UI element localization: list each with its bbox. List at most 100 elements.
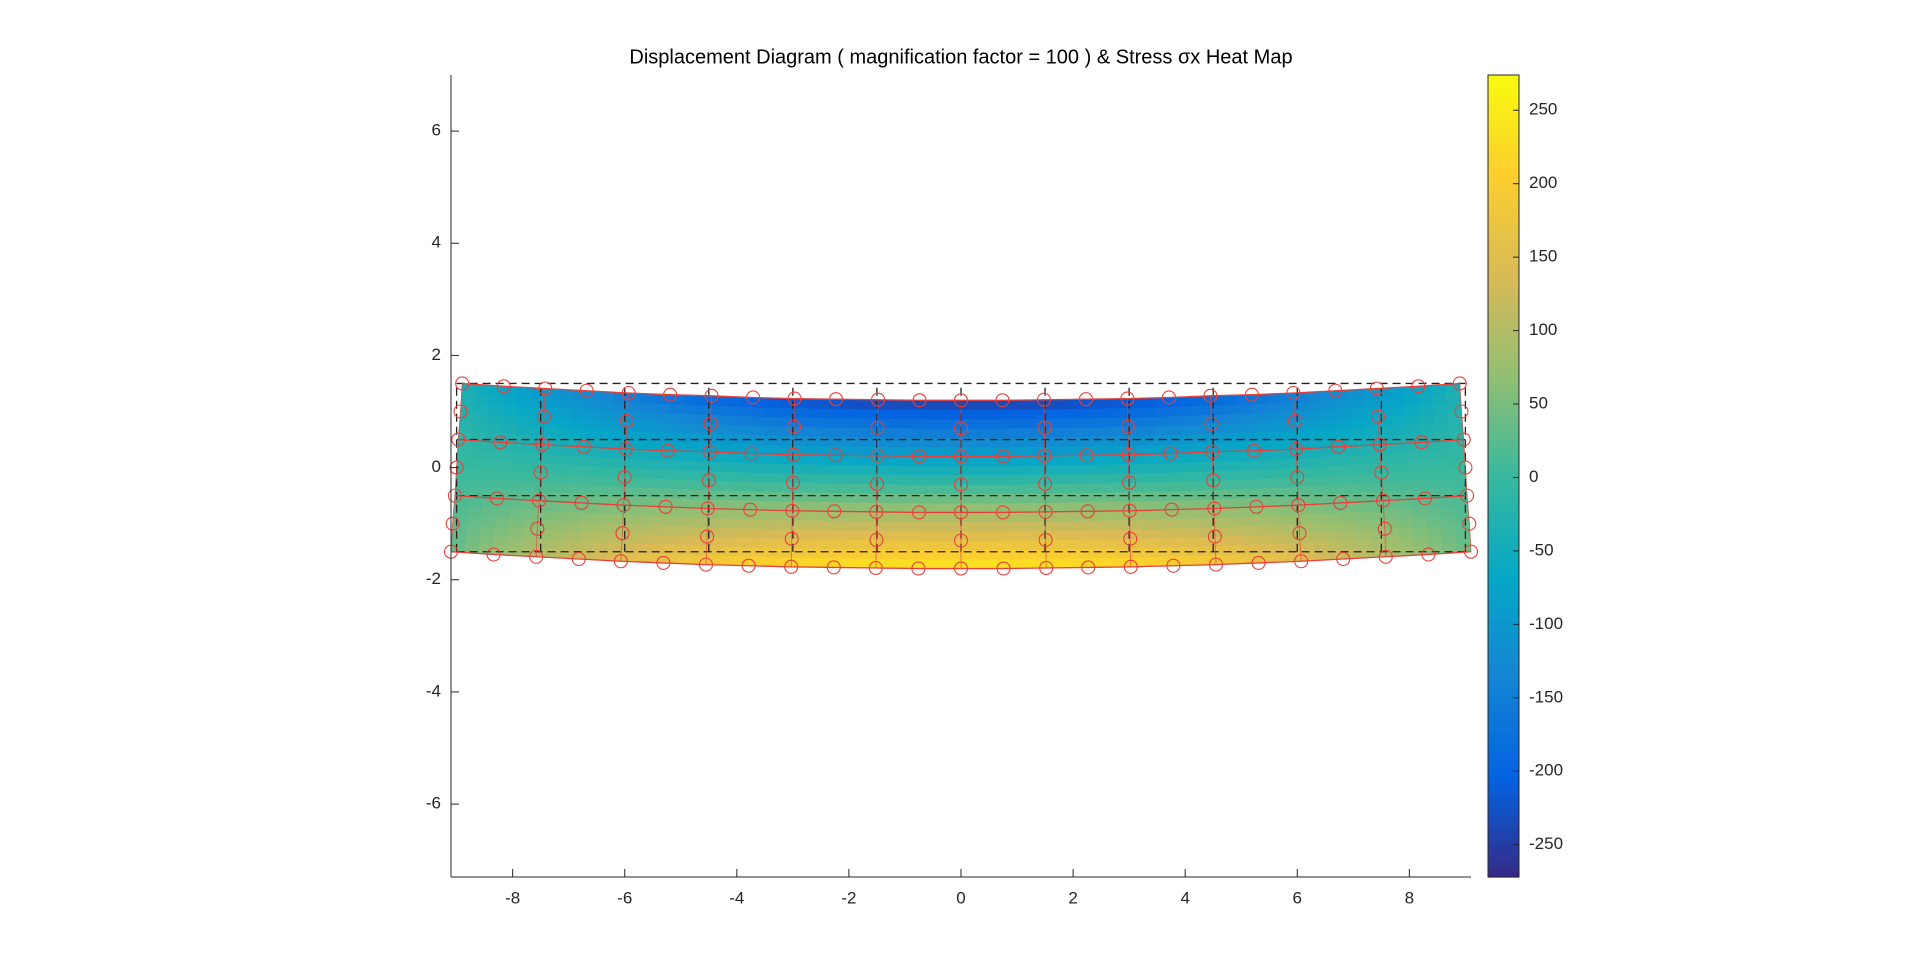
stress-cell [1129, 510, 1145, 521]
stress-cell [1170, 462, 1186, 473]
stress-cell [820, 473, 836, 484]
colorbar-swatch [1488, 528, 1519, 533]
stress-cell [1394, 461, 1410, 473]
stress-cell [1335, 399, 1351, 410]
node-marker [530, 521, 545, 536]
stress-cell [567, 483, 583, 494]
stress-cell [1418, 403, 1434, 415]
stress-cell [764, 472, 780, 483]
colorbar-swatch [1488, 431, 1519, 437]
colorbar-swatch [1488, 848, 1519, 854]
deformed-line [1043, 399, 1047, 568]
stress-cell [1086, 426, 1101, 437]
colorbar-swatch [1488, 115, 1519, 120]
stress-cell [667, 441, 683, 452]
stress-cell [1295, 448, 1311, 459]
stress-cell [1225, 441, 1241, 452]
node-marker [827, 504, 842, 519]
stress-cell [1396, 489, 1412, 501]
colorbar-swatch [1488, 387, 1519, 393]
colorbar-swatch [1488, 391, 1519, 397]
stress-cell [1378, 424, 1394, 436]
stress-cell [1293, 401, 1309, 413]
stress-cell [861, 539, 877, 550]
stress-cell [974, 474, 990, 485]
stress-cell [763, 528, 779, 539]
stress-cell [932, 558, 948, 569]
stress-cell [890, 474, 906, 485]
deformed-line [620, 392, 630, 562]
stress-cell [805, 548, 821, 559]
stress-cell [707, 517, 723, 528]
stress-cell [724, 405, 740, 416]
stress-cell [1197, 432, 1213, 444]
stress-cell [764, 463, 780, 474]
stress-cell [1298, 504, 1314, 515]
stress-cell [1130, 556, 1146, 568]
stress-cell [1184, 471, 1200, 482]
stress-cell [480, 515, 496, 527]
stress-cell [511, 470, 527, 482]
stress-cell [515, 405, 531, 417]
colorbar-swatch [1488, 504, 1519, 509]
colorbar-swatch [1488, 211, 1519, 216]
colorbar-swatch [1488, 732, 1519, 738]
stress-cell [877, 436, 892, 448]
stress-cell [1214, 507, 1229, 519]
colorbar-swatch [1488, 572, 1519, 577]
stress-cell [724, 414, 739, 426]
node-marker [698, 557, 714, 572]
node-marker [1163, 446, 1178, 461]
stress-cell [1016, 530, 1032, 541]
stress-cell [551, 510, 568, 522]
stress-cell [530, 387, 546, 399]
stress-cell [988, 558, 1004, 569]
colorbar-swatch [1488, 195, 1519, 200]
node-marker [1292, 526, 1307, 541]
stress-cell [904, 474, 920, 485]
stress-cell [582, 465, 598, 476]
stress-cell [960, 512, 976, 523]
stress-cell [1299, 532, 1315, 543]
stress-cell [1411, 507, 1427, 519]
stress-cell [932, 484, 948, 495]
stress-cell [918, 521, 934, 532]
stress-cell [1100, 482, 1116, 493]
colorbar-tick-label: 50 [1529, 394, 1548, 413]
stress-cell [1141, 425, 1157, 436]
stress-cell [1129, 491, 1144, 502]
stress-cell [1157, 509, 1173, 520]
stress-cell [736, 481, 752, 492]
stress-cell [1058, 427, 1073, 438]
stress-cell [1228, 516, 1244, 527]
node-marker [1249, 499, 1264, 514]
stress-cell [1422, 459, 1438, 471]
stress-cell [514, 424, 530, 435]
colorbar-swatch [1488, 315, 1519, 321]
stress-cell [918, 474, 934, 485]
stress-cell [1059, 520, 1074, 531]
stress-cell [1427, 534, 1443, 546]
stress-cell [1439, 505, 1455, 517]
colorbar-swatch [1488, 403, 1519, 409]
stress-cell [834, 454, 850, 466]
stress-cell [1419, 422, 1436, 434]
chart-title: Displacement Diagram ( magnification fac… [629, 46, 1292, 68]
stress-cell [668, 422, 683, 433]
node-marker [870, 420, 885, 435]
stress-cell [627, 402, 643, 413]
colorbar-tick-label: 250 [1529, 100, 1557, 119]
stress-cell [471, 440, 487, 452]
colorbar-swatch [1488, 119, 1519, 124]
stress-cell [1115, 529, 1131, 540]
stress-cell [678, 535, 694, 546]
colorbar-swatch [1488, 736, 1519, 742]
stress-cell [1086, 482, 1102, 493]
stress-cell [735, 527, 751, 538]
stress-cell [653, 449, 669, 461]
node-marker [1372, 437, 1387, 452]
stress-cell [1016, 427, 1032, 438]
stress-cell [1391, 405, 1407, 417]
stress-cell [960, 409, 976, 420]
stress-cell [488, 403, 504, 415]
